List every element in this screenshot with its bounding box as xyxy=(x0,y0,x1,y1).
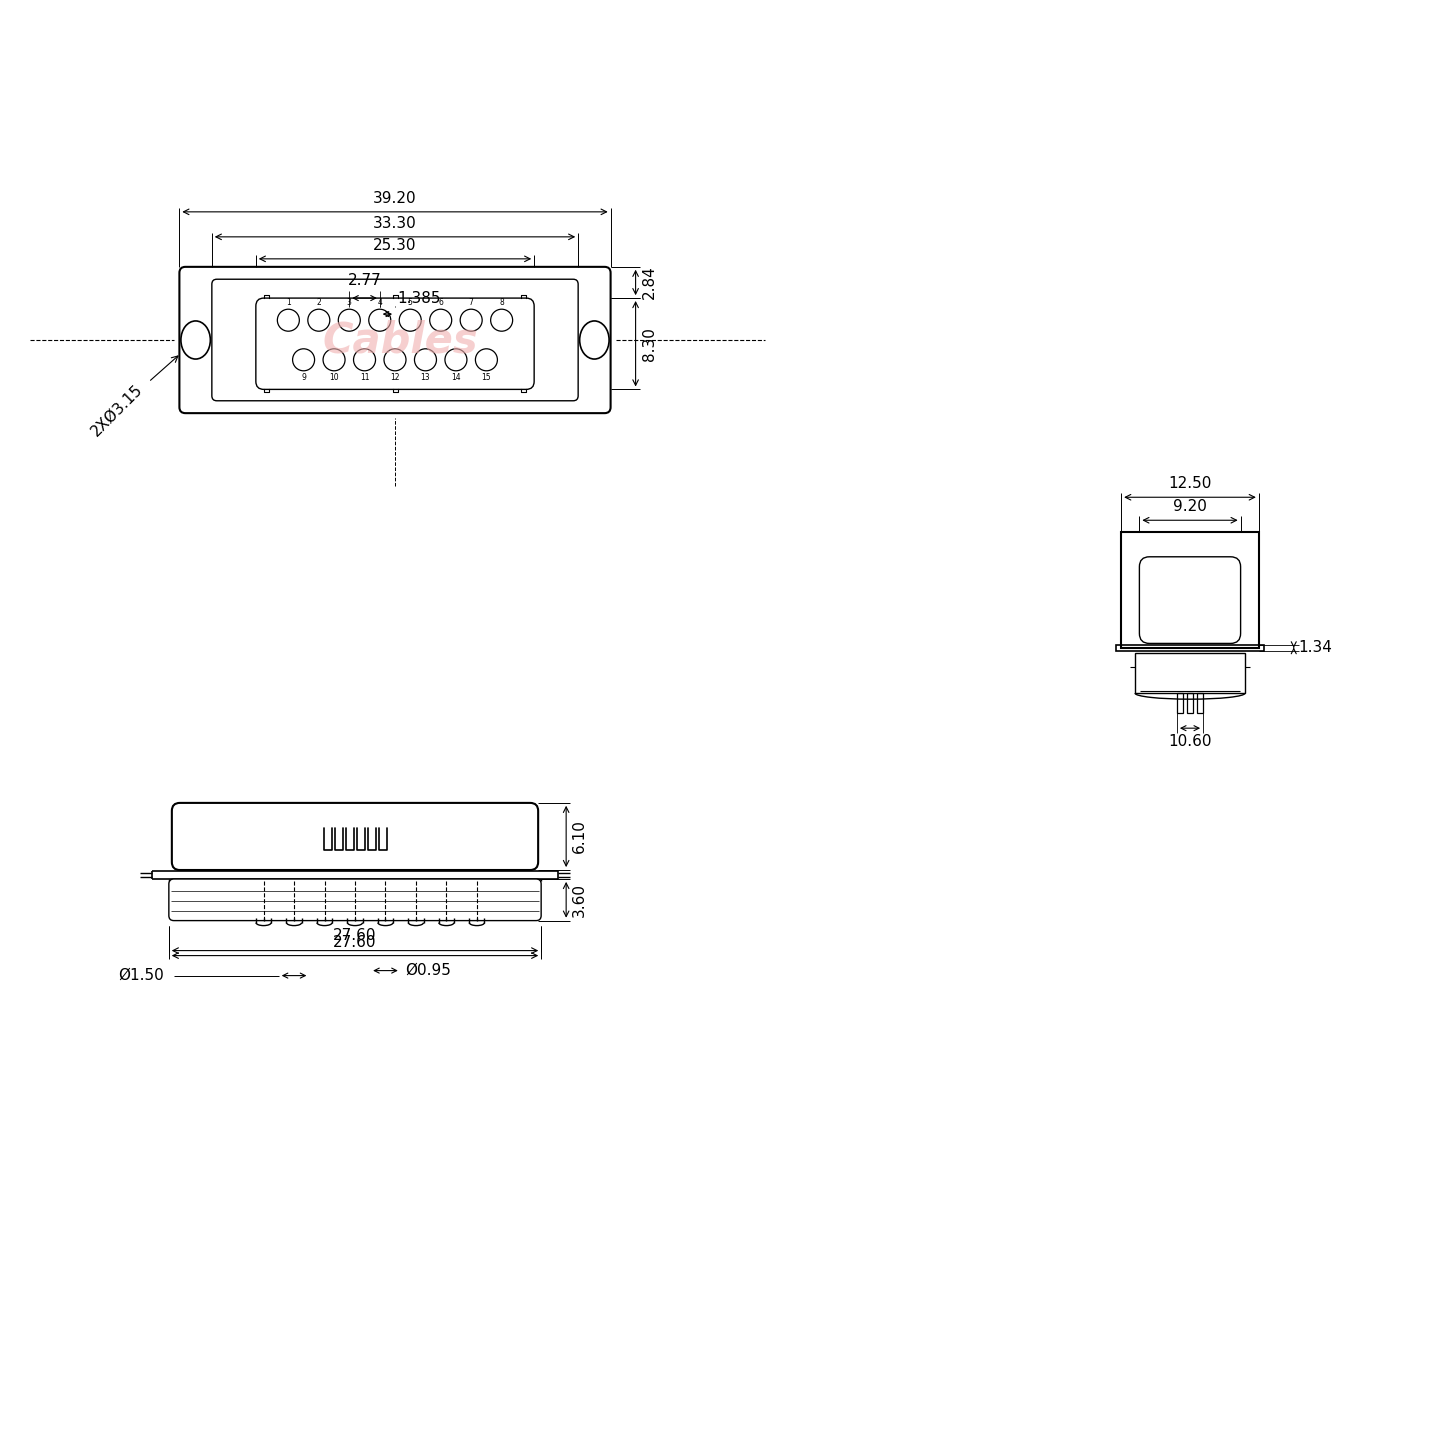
Text: 39.20: 39.20 xyxy=(373,192,416,206)
Text: 1.34: 1.34 xyxy=(1299,641,1332,655)
FancyBboxPatch shape xyxy=(180,266,611,413)
FancyBboxPatch shape xyxy=(171,804,539,870)
Text: 12.50: 12.50 xyxy=(1168,477,1211,491)
Text: 27.60: 27.60 xyxy=(333,935,377,949)
Text: 3.60: 3.60 xyxy=(572,883,588,917)
FancyBboxPatch shape xyxy=(256,298,534,389)
Text: 8: 8 xyxy=(500,298,504,307)
Text: 13: 13 xyxy=(420,373,431,382)
Text: 8.30: 8.30 xyxy=(642,327,657,360)
Bar xyxy=(1116,645,1264,651)
Bar xyxy=(1187,693,1192,713)
Text: 6: 6 xyxy=(438,298,444,307)
Text: 25.30: 25.30 xyxy=(373,238,416,253)
Text: 33.30: 33.30 xyxy=(373,216,416,230)
Text: 3: 3 xyxy=(347,298,351,307)
Bar xyxy=(1122,533,1259,648)
Bar xyxy=(1176,693,1184,713)
Text: 2.84: 2.84 xyxy=(642,265,657,300)
Bar xyxy=(1197,693,1202,713)
Text: Ø1.50: Ø1.50 xyxy=(118,968,164,984)
Text: 27.60: 27.60 xyxy=(333,927,377,943)
Text: 11: 11 xyxy=(360,373,369,382)
Text: 12: 12 xyxy=(390,373,400,382)
Text: 2.77: 2.77 xyxy=(347,274,382,288)
Text: 1: 1 xyxy=(287,298,291,307)
Text: 9.20: 9.20 xyxy=(1174,500,1207,514)
Text: 2: 2 xyxy=(317,298,321,307)
Text: 2XØ3.15: 2XØ3.15 xyxy=(88,356,179,439)
FancyBboxPatch shape xyxy=(168,878,541,920)
Text: 7: 7 xyxy=(469,298,474,307)
Text: Cables: Cables xyxy=(323,320,478,361)
Text: 6.10: 6.10 xyxy=(572,819,588,854)
Text: 10.60: 10.60 xyxy=(1168,734,1211,749)
Text: 5: 5 xyxy=(408,298,413,307)
Text: 9: 9 xyxy=(301,373,307,382)
Text: 15: 15 xyxy=(481,373,491,382)
FancyBboxPatch shape xyxy=(212,279,577,400)
FancyBboxPatch shape xyxy=(1139,557,1241,644)
Text: 14: 14 xyxy=(451,373,461,382)
Text: 10: 10 xyxy=(330,373,338,382)
Text: 4: 4 xyxy=(377,298,382,307)
Bar xyxy=(1135,652,1246,693)
Text: 1.385: 1.385 xyxy=(397,291,441,307)
Text: Ø0.95: Ø0.95 xyxy=(406,963,451,978)
